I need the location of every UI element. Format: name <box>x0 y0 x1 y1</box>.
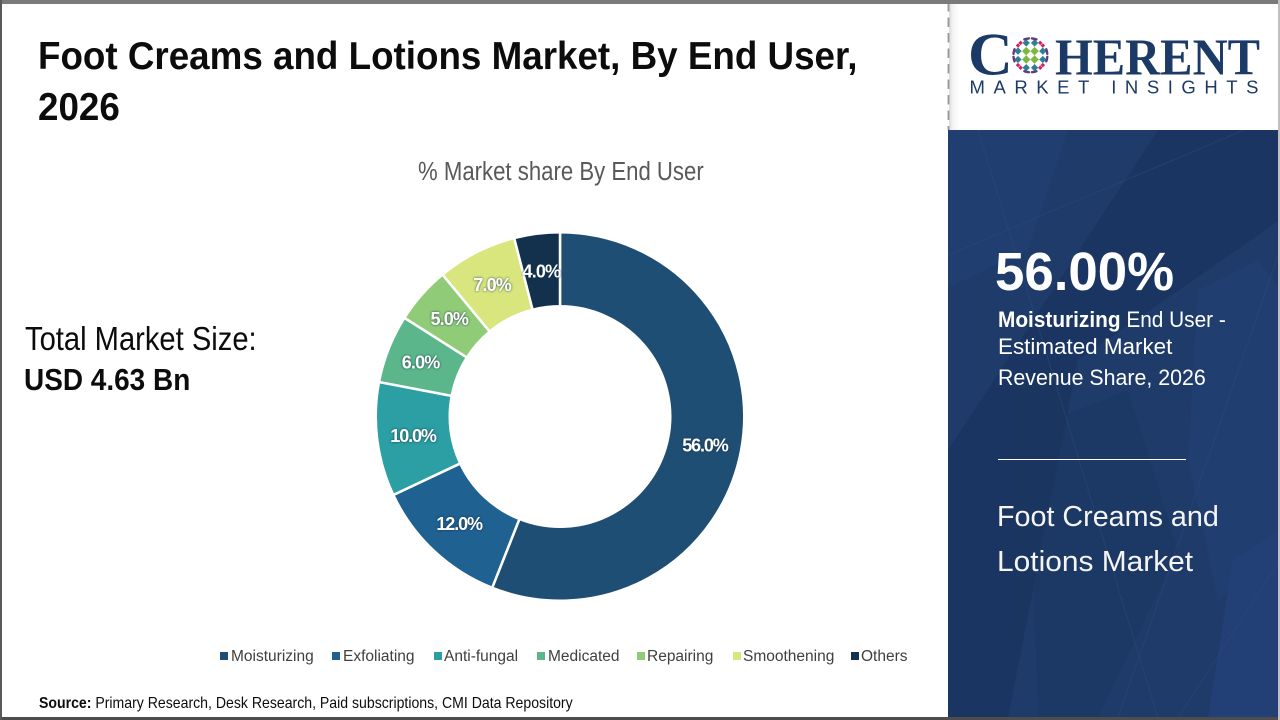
svg-text:10.0%: 10.0% <box>390 426 437 446</box>
svg-text:HERENT: HERENT <box>1055 30 1260 87</box>
svg-text:4.0%: 4.0% <box>523 262 562 282</box>
svg-text:7.0%: 7.0% <box>473 275 512 295</box>
svg-text:C: C <box>968 22 1013 88</box>
svg-text:MARKET INSIGHTS: MARKET INSIGHTS <box>970 77 1268 98</box>
svg-text:56.0%: 56.0% <box>682 436 729 456</box>
svg-text:12.0%: 12.0% <box>436 514 483 534</box>
svg-text:6.0%: 6.0% <box>402 353 441 373</box>
svg-text:5.0%: 5.0% <box>430 309 469 329</box>
